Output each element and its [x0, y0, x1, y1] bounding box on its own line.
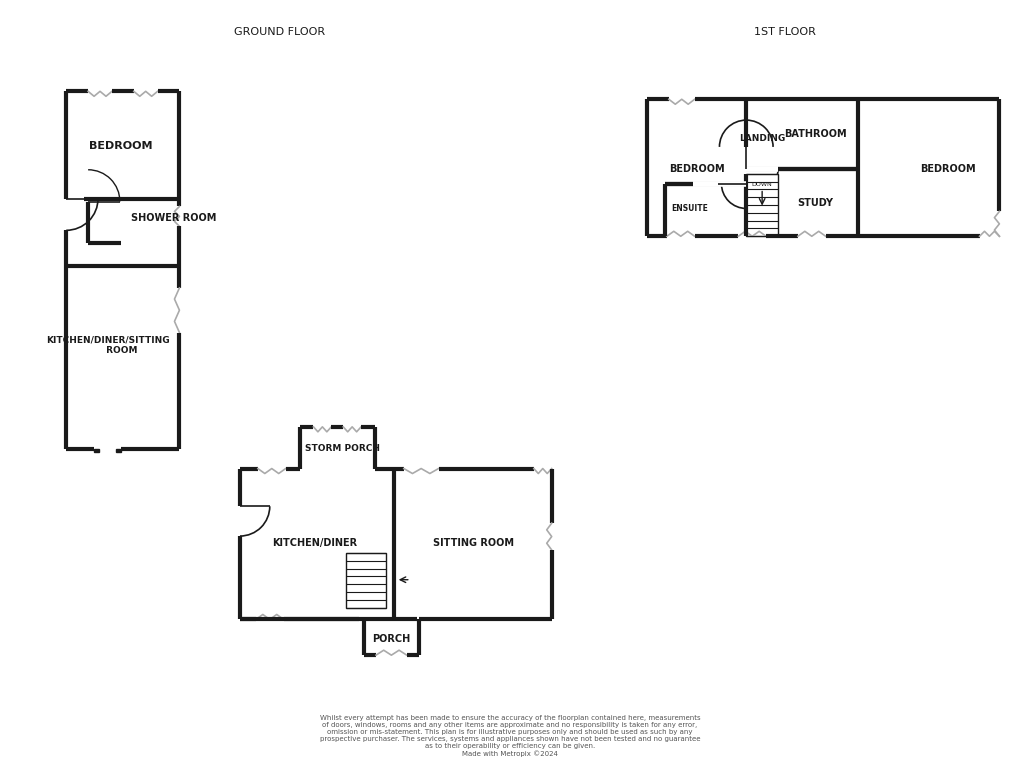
Text: KITCHEN/DINER: KITCHEN/DINER	[272, 538, 357, 548]
Text: GROUND FLOOR: GROUND FLOOR	[234, 27, 325, 37]
Text: BEDROOM: BEDROOM	[89, 141, 153, 151]
Text: DOWN: DOWN	[751, 182, 771, 186]
Text: BEDROOM: BEDROOM	[668, 164, 723, 174]
Text: BATHROOM: BATHROOM	[784, 129, 846, 139]
Text: STORM PORCH: STORM PORCH	[305, 444, 379, 453]
Text: SHOWER ROOM: SHOWER ROOM	[130, 213, 216, 223]
Text: STUDY: STUDY	[797, 199, 833, 209]
Bar	[94, 449, 99, 452]
Bar	[116, 449, 121, 452]
Text: ENSUITE: ENSUITE	[671, 204, 707, 213]
Bar	[345, 553, 385, 607]
Text: SITTING ROOM: SITTING ROOM	[432, 538, 514, 548]
Text: Whilst every attempt has been made to ensure the accuracy of the floorplan conta: Whilst every attempt has been made to en…	[319, 715, 700, 756]
Text: BEDROOM: BEDROOM	[919, 164, 974, 174]
Bar	[746, 173, 777, 236]
Text: LANDING: LANDING	[739, 134, 785, 143]
Text: 1ST FLOOR: 1ST FLOOR	[753, 27, 815, 37]
Text: KITCHEN/DINER/SITTING
         ROOM: KITCHEN/DINER/SITTING ROOM	[46, 336, 169, 355]
Text: PORCH: PORCH	[371, 634, 410, 644]
